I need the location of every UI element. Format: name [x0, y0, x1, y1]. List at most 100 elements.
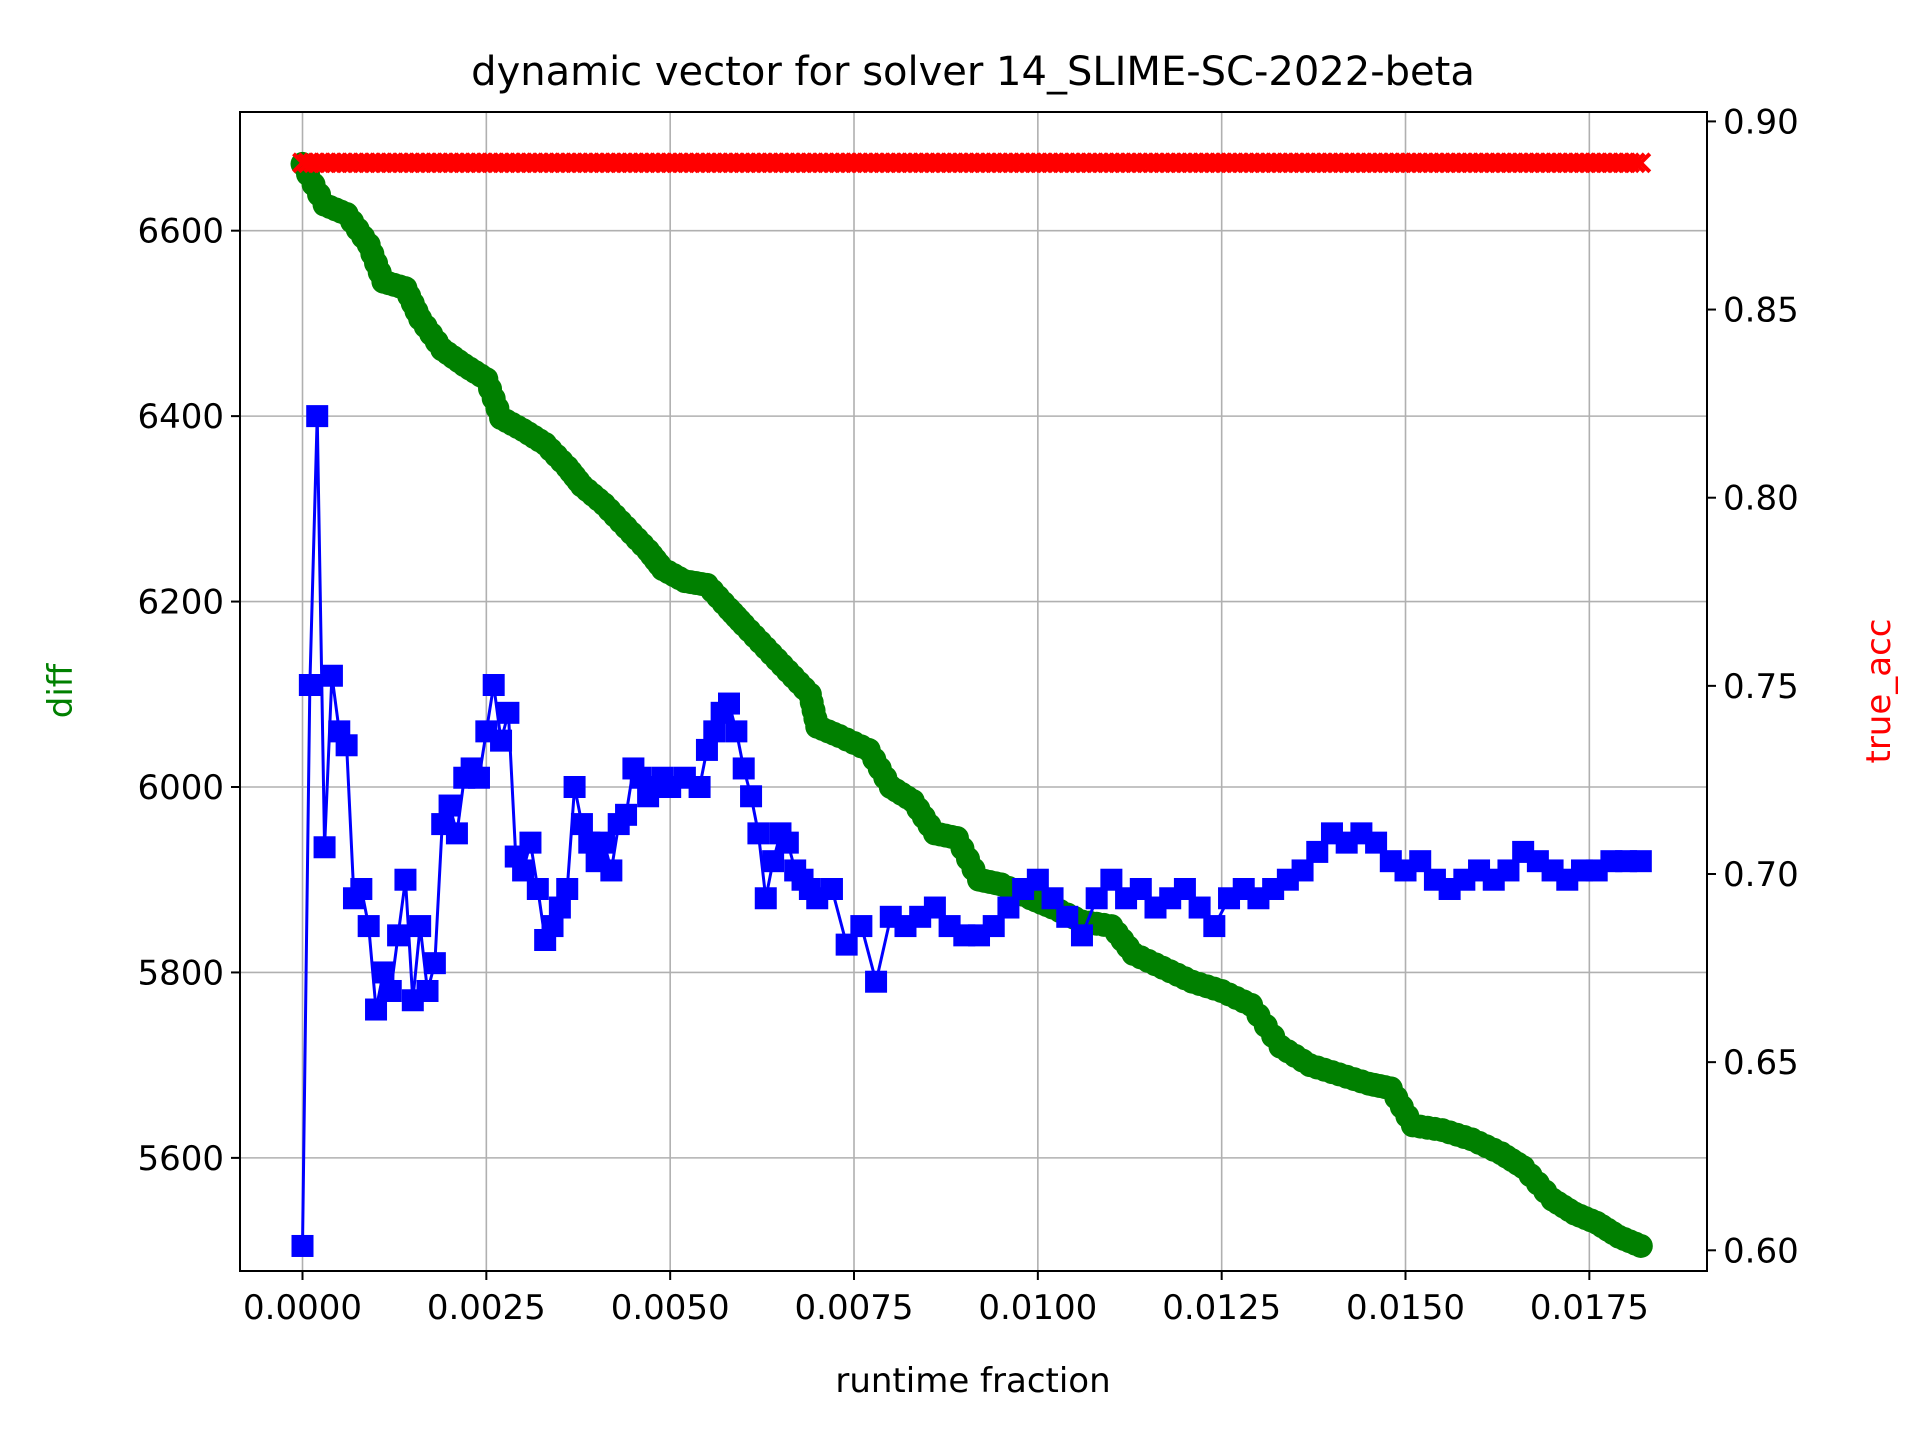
- blue-square-point: [688, 776, 711, 799]
- blue-square-point: [600, 859, 623, 882]
- blue-square-point: [923, 896, 946, 919]
- blue-square-point: [982, 915, 1005, 938]
- blue-square-point: [1041, 887, 1064, 910]
- blue-square-point: [291, 1234, 314, 1257]
- blue-square-point: [365, 998, 388, 1021]
- blue-square-point: [548, 896, 571, 919]
- y-left-tick-label: 6400: [137, 397, 224, 437]
- y-right-tick-label: 0.60: [1723, 1231, 1799, 1271]
- blue-square-point: [563, 776, 586, 799]
- x-tick-label: 0.0025: [427, 1288, 546, 1328]
- blue-square-point: [835, 933, 858, 956]
- y-right-tick-label: 0.80: [1723, 479, 1799, 519]
- blue-square-point: [754, 887, 777, 910]
- blue-square-point: [747, 822, 770, 845]
- blue-square-point: [850, 915, 873, 938]
- x-tick-label: 0.0100: [978, 1288, 1097, 1328]
- blue-square-point: [320, 664, 343, 687]
- blue-square-point: [1629, 850, 1652, 873]
- blue-square-point: [1291, 859, 1314, 882]
- blue-square-point: [467, 766, 490, 789]
- blue-square-point: [1070, 924, 1093, 947]
- blue-square-point: [313, 836, 336, 859]
- blue-square-point: [592, 831, 615, 854]
- x-tick-label: 0.0050: [611, 1288, 730, 1328]
- blue-square-point: [512, 859, 535, 882]
- x-tick-label: 0.0000: [243, 1288, 362, 1328]
- axes: 0.0000 0.0025 0.0050 0.0075 0.0100 0.0125 0.01…: [137, 102, 1798, 1328]
- diff-point: [1261, 1024, 1286, 1049]
- blue-square-point: [703, 720, 726, 743]
- blue-square-point: [497, 701, 520, 724]
- y-left-tick-label: 5800: [137, 953, 224, 993]
- y-right-tick-label: 0.85: [1723, 291, 1799, 331]
- blue-square-point: [762, 850, 785, 873]
- blue-square-point: [350, 877, 373, 900]
- x-axis-label: runtime fraction: [835, 1361, 1110, 1401]
- blue-square-point: [482, 674, 505, 697]
- blue-square-point: [379, 979, 402, 1002]
- blue-square-point: [718, 692, 740, 715]
- x-marker-stroke: [1630, 152, 1652, 174]
- blue-square-point: [335, 734, 358, 757]
- y-left-tick-label: 6200: [137, 583, 224, 623]
- blue-square-point: [445, 822, 468, 845]
- x-tick-label: 0.0175: [1530, 1288, 1649, 1328]
- blue-square-point: [423, 952, 446, 975]
- blue-square-point: [298, 674, 321, 697]
- blue-square-point: [1409, 850, 1432, 873]
- blue-square-point: [1173, 877, 1196, 900]
- blue-square-point: [306, 405, 329, 428]
- x-tick-label: 0.0150: [1346, 1288, 1465, 1328]
- blue-square-point: [541, 915, 564, 938]
- blue-square-point: [740, 785, 763, 808]
- y-right-tick-label: 0.70: [1723, 855, 1799, 895]
- y-axis-right-label: true_acc: [1859, 619, 1899, 764]
- blue-square-point: [732, 757, 755, 780]
- y-axis-left-label: diff: [41, 662, 81, 718]
- blue-square-point: [1188, 896, 1211, 919]
- blue-square-point: [526, 877, 549, 900]
- blue-square-point: [1365, 831, 1388, 854]
- blue-square-point: [1129, 877, 1152, 900]
- blue-square-point: [490, 729, 513, 752]
- y-left-tick-label: 5600: [137, 1139, 224, 1179]
- blue-square-point: [1306, 840, 1329, 863]
- blue-square-point: [519, 831, 542, 854]
- blue-square-point: [372, 961, 395, 984]
- x-tick-label: 0.0125: [1162, 1288, 1281, 1328]
- blue-square-point: [416, 979, 439, 1002]
- blue-square-point: [1026, 868, 1049, 891]
- true-acc-x-marker: [1624, 152, 1646, 174]
- chart-title: dynamic vector for solver 14_SLIME-SC-20…: [471, 49, 1475, 95]
- blue-square-point: [409, 915, 432, 938]
- blue-square-point: [695, 738, 718, 761]
- blue-square-point: [1085, 887, 1108, 910]
- y-right-tick-label: 0.75: [1723, 667, 1799, 707]
- x-tick-label: 0.0075: [795, 1288, 914, 1328]
- blue-square-point: [1497, 859, 1520, 882]
- y-right-tick-label: 0.90: [1723, 102, 1799, 142]
- true-acc-x-marker: [1630, 152, 1652, 174]
- blue-square-point: [570, 813, 593, 836]
- blue-square-point: [394, 868, 417, 891]
- y-left-tick-label: 6000: [137, 768, 224, 808]
- blue-square-point: [820, 877, 843, 900]
- blue-square-point: [1203, 915, 1226, 938]
- blue-square-point: [776, 831, 799, 854]
- y-right-tick-label: 0.65: [1723, 1043, 1799, 1083]
- plot-area: [290, 151, 1653, 1258]
- diff-point: [1623, 1231, 1648, 1256]
- blue-square-point: [997, 896, 1020, 919]
- blue-square-point: [438, 794, 461, 817]
- blue-square-point: [615, 803, 638, 826]
- blue-square-point: [387, 924, 410, 947]
- blue-square-point: [865, 970, 888, 993]
- blue-square-point: [357, 915, 380, 938]
- blue-square-point: [725, 720, 748, 743]
- x-marker-stroke: [1624, 152, 1646, 174]
- blue-square-point: [1056, 905, 1079, 928]
- plot-frame: [239, 111, 1708, 1272]
